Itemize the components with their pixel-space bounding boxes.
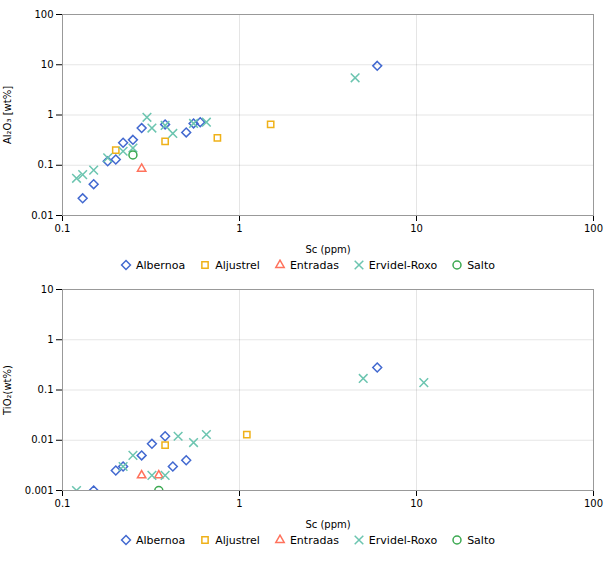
svg-text:10: 10 <box>410 498 423 509</box>
svg-text:10: 10 <box>41 284 54 295</box>
svg-text:0.001: 0.001 <box>25 485 54 496</box>
svg-text:10: 10 <box>410 223 423 234</box>
html-text:Salto: Salto <box>467 258 495 272</box>
html-text:Aljustrel: Aljustrel <box>215 533 260 547</box>
svg-text:Sc (ppm): Sc (ppm) <box>305 519 350 530</box>
svg-text:Sc (ppm): Sc (ppm) <box>305 244 350 255</box>
svg-text:1: 1 <box>47 334 53 345</box>
html-text:Ervidel-Roxo: Ervidel-Roxo <box>368 258 438 272</box>
svg-text:1: 1 <box>236 223 242 234</box>
html-text:Albernoa: Albernoa <box>136 258 186 272</box>
svg-text:TiO₂(wt%): TiO₂(wt%) <box>2 365 13 416</box>
html-text:Entradas: Entradas <box>289 258 339 272</box>
svg-text:1: 1 <box>236 498 242 509</box>
svg-text:0.1: 0.1 <box>55 223 71 234</box>
svg-text:0.1: 0.1 <box>55 498 71 509</box>
html-text:Ervidel-Roxo: Ervidel-Roxo <box>368 533 438 547</box>
html-text:Salto: Salto <box>467 533 495 547</box>
svg-text:0.1: 0.1 <box>38 159 54 170</box>
svg-text:100: 100 <box>584 498 603 509</box>
svg-text:10: 10 <box>41 59 54 70</box>
html-text:Albernoa: Albernoa <box>136 533 186 547</box>
svg-text:1: 1 <box>47 109 53 120</box>
html-text:Entradas: Entradas <box>289 533 339 547</box>
html-text:Aljustrel: Aljustrel <box>215 258 260 272</box>
svg-text:100: 100 <box>34 9 53 20</box>
svg-text:0.1: 0.1 <box>38 384 54 395</box>
svg-text:0.01: 0.01 <box>31 210 53 221</box>
svg-text:Al₂O₃ [wt%]: Al₂O₃ [wt%] <box>2 86 13 144</box>
svg-text:0.01: 0.01 <box>31 434 53 445</box>
svg-text:100: 100 <box>584 223 603 234</box>
